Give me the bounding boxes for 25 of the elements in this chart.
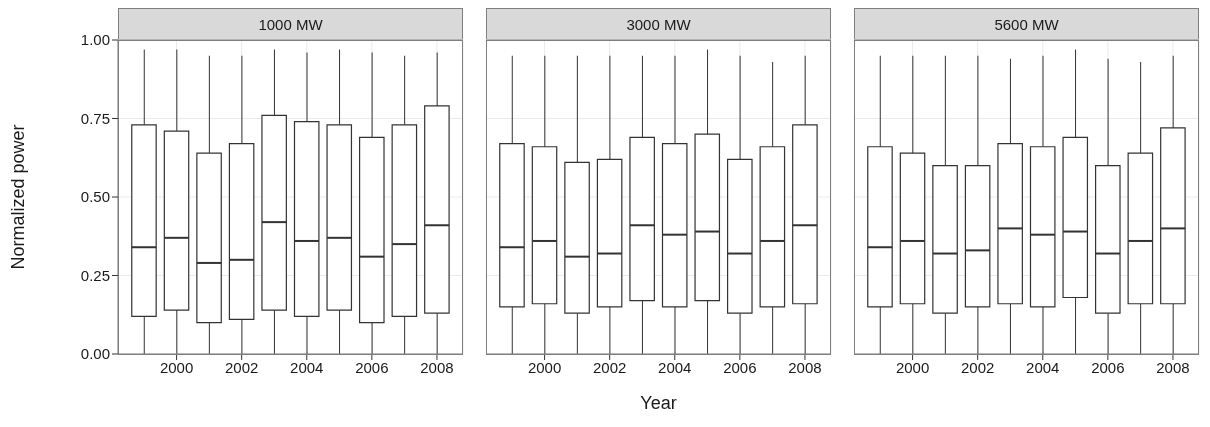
y-tick-label: 0.75 [80, 109, 110, 127]
y-tick-label: 1.00 [80, 31, 110, 49]
x-tick-label: 2000 [527, 358, 562, 376]
x-tick-label: 2002 [224, 358, 259, 376]
chart-title: 1000 MW [118, 8, 463, 40]
x-tick-label: 2008 [420, 358, 454, 376]
y-tick-label: 0.25 [80, 266, 110, 284]
y-axis-title: Normalized power [8, 124, 29, 270]
x-tick-label: 2004 [290, 358, 324, 376]
x-tick-label: 2006 [1091, 358, 1125, 376]
x-tick-label: 2004 [658, 358, 692, 376]
x-tick-label: 2002 [592, 358, 627, 376]
x-tick-label: 2004 [1026, 358, 1060, 376]
x-tick-label: 2006 [723, 358, 757, 376]
x-tick-label: 2000 [895, 358, 930, 376]
y-tick-label: 0.00 [80, 345, 110, 363]
y-tick-label: 0.50 [80, 188, 110, 206]
x-tick-label: 2002 [960, 358, 995, 376]
chart-title: 5600 MW [854, 8, 1199, 40]
x-tick-label: 2008 [1156, 358, 1190, 376]
x-tick-label: 2000 [159, 358, 194, 376]
x-tick-label: 2008 [788, 358, 822, 376]
chart-title: 3000 MW [486, 8, 831, 40]
x-tick-label: 2006 [355, 358, 389, 376]
x-axis-title: Year [640, 393, 677, 413]
